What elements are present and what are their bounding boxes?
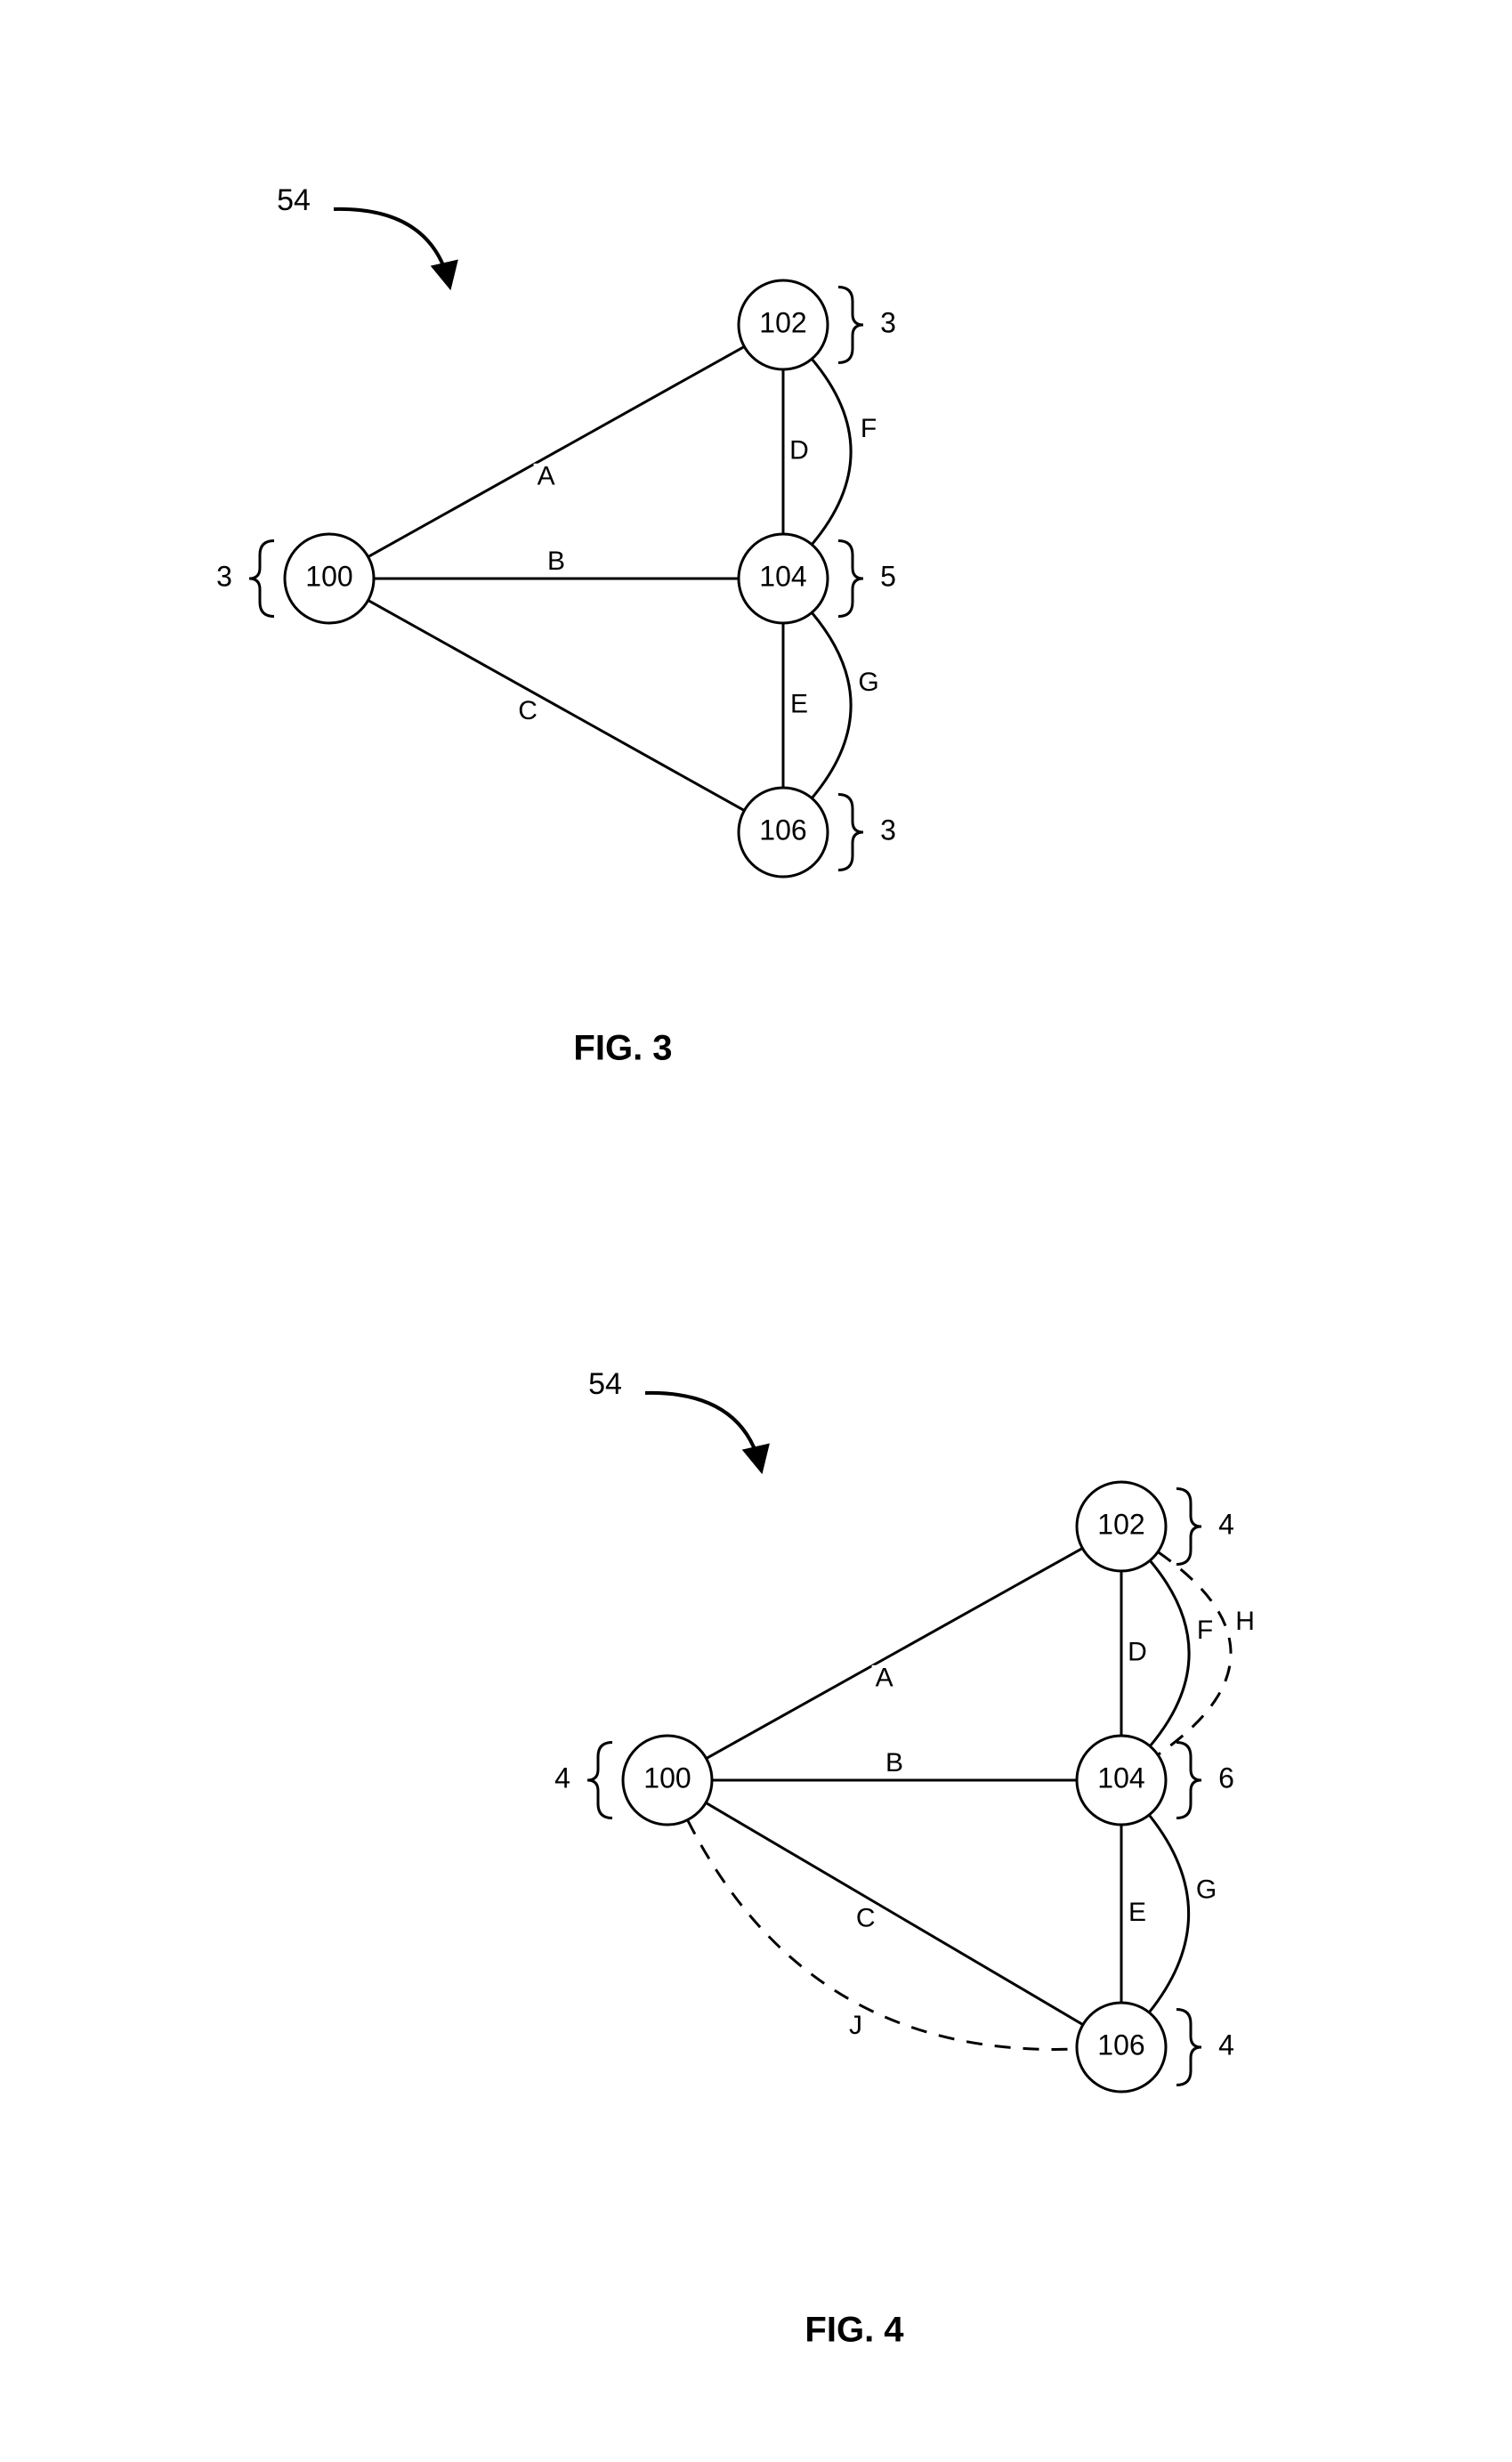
brace-value-100: 4 <box>554 1761 570 1794</box>
node-label-104: 104 <box>759 560 806 592</box>
edge-label-b: B <box>547 547 565 576</box>
brace <box>1176 1489 1201 1565</box>
page-canvas: A B C D E F G 100 3 102 3 104 5 106 3 54 FIG. 3 A B C D E F G H J… <box>0 0 1512 2462</box>
figure-caption: FIG. 3 <box>573 1029 672 1068</box>
edge-g <box>812 612 851 798</box>
brace <box>1176 2010 1201 2085</box>
node-label-104: 104 <box>1097 1761 1144 1794</box>
edge-label-f: F <box>861 414 877 443</box>
edge-label-g: G <box>1196 1875 1217 1904</box>
node-label-106: 106 <box>1097 2029 1144 2061</box>
brace-value-102: 4 <box>1218 1508 1234 1540</box>
edge-label-j: J <box>849 2011 862 2040</box>
brace-value-102: 3 <box>880 306 896 338</box>
edge-label-d: D <box>789 435 809 465</box>
edge-j <box>688 1820 1077 2050</box>
node-label-100: 100 <box>305 560 352 592</box>
brace-value-106: 4 <box>1218 2029 1234 2061</box>
brace-value-104: 5 <box>880 560 896 592</box>
brace <box>838 288 863 363</box>
edge-label-c: C <box>518 696 538 725</box>
node-label-100: 100 <box>643 1761 691 1794</box>
node-label-102: 102 <box>1097 1508 1144 1540</box>
edge-label-a: A <box>538 462 555 491</box>
nodes: 100 4 102 4 104 6 106 4 <box>554 1482 1234 2092</box>
reference-label: 54 <box>277 183 311 217</box>
brace <box>838 795 863 871</box>
edge-label-e: E <box>1128 1898 1146 1927</box>
node-label-106: 106 <box>759 814 806 846</box>
brace-value-100: 3 <box>216 560 232 592</box>
edge-c <box>368 600 745 810</box>
edge-label-d: D <box>1128 1637 1147 1666</box>
brace <box>587 1743 612 1818</box>
edge-f <box>812 359 851 545</box>
reference-arrow <box>334 209 449 285</box>
edge-g <box>1149 1815 1188 2013</box>
figure-group: A B C D E F G H J 100 4 102 4 104 6 106 4 54 <box>554 1367 1257 2092</box>
edge-h <box>1158 1552 1231 1755</box>
figure-group: A B C D E F G 100 3 102 3 104 5 106 3 54 <box>216 183 896 877</box>
brace <box>1176 1743 1201 1818</box>
brace-value-104: 6 <box>1218 1761 1234 1794</box>
reference-arrow <box>645 1393 761 1469</box>
edges: A B C D E F G H J <box>688 1548 1258 2049</box>
brace-value-106: 3 <box>880 814 896 846</box>
edge-label-h: H <box>1235 1607 1255 1636</box>
edge-label-a: A <box>876 1664 893 1693</box>
edge-c <box>706 1802 1083 2024</box>
edge-label-b: B <box>885 1748 903 1778</box>
node-label-102: 102 <box>759 306 806 338</box>
edge-label-c: C <box>856 1903 876 1932</box>
edge-label-g: G <box>858 668 878 697</box>
edge-a <box>368 346 745 556</box>
brace <box>838 541 863 617</box>
edge-f <box>1150 1560 1189 1746</box>
reference-label: 54 <box>588 1367 622 1401</box>
edge-label-f: F <box>1197 1616 1213 1645</box>
figure-caption: FIG. 4 <box>805 2311 904 2350</box>
edge-a <box>707 1548 1083 1758</box>
edge-label-e: E <box>790 689 808 718</box>
brace <box>249 541 274 617</box>
